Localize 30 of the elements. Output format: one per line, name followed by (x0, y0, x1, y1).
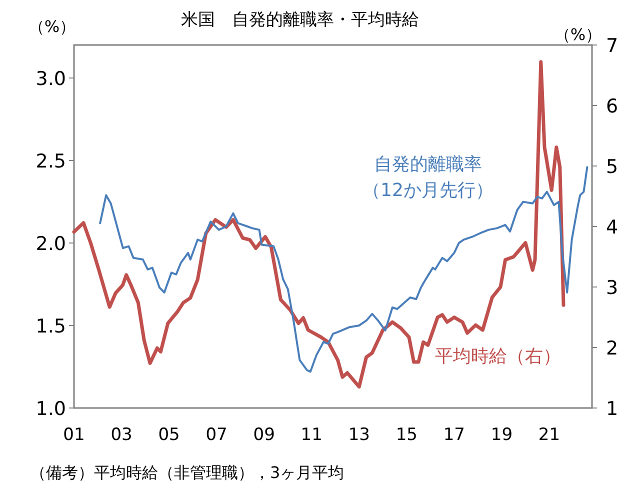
x-tick-label: 17 (443, 425, 466, 445)
y2-tick-label: 5 (606, 156, 618, 178)
x-tick-label: 05 (158, 425, 180, 445)
y2-tick-label: 3 (606, 277, 618, 299)
line-series (72, 60, 566, 389)
x-tick-label: 07 (206, 425, 228, 445)
x-tick-label: 13 (348, 425, 370, 445)
x-tick-label: 15 (396, 425, 418, 445)
y-tick-label: 1.0 (36, 398, 66, 420)
y-tick-label: 1.5 (36, 316, 66, 338)
y-tick-label: 3.0 (36, 68, 66, 90)
series-label: 自発的離職率（12か月先行） (362, 154, 494, 201)
x-tick-label: 01 (63, 425, 85, 445)
x-tick-label: 09 (253, 425, 275, 445)
text: （備考）平均時給（非管理職），3ヶ月平均 (30, 463, 344, 482)
x-tick-label: 11 (300, 425, 322, 445)
chart-title: 米国 自発的離職率・平均時給 (181, 10, 419, 30)
series-label: 平均時給（右） (435, 346, 561, 367)
y2-tick-label: 4 (606, 216, 618, 238)
y2-tick-label: 2 (606, 338, 618, 360)
y2-tick-label: 6 (606, 96, 618, 118)
y2-tick-label: 7 (606, 35, 618, 57)
y2-tick-label: 1 (606, 398, 618, 420)
y2-axis-title: （%） (554, 25, 602, 44)
x-tick-label: 21 (538, 425, 560, 445)
y-tick-label: 2.5 (36, 150, 66, 172)
x-tick-label: 19 (490, 425, 513, 445)
x-tick-label: 03 (110, 425, 132, 445)
y-tick-label: 2.0 (36, 233, 66, 255)
y-axis-title: （%） (28, 17, 76, 36)
